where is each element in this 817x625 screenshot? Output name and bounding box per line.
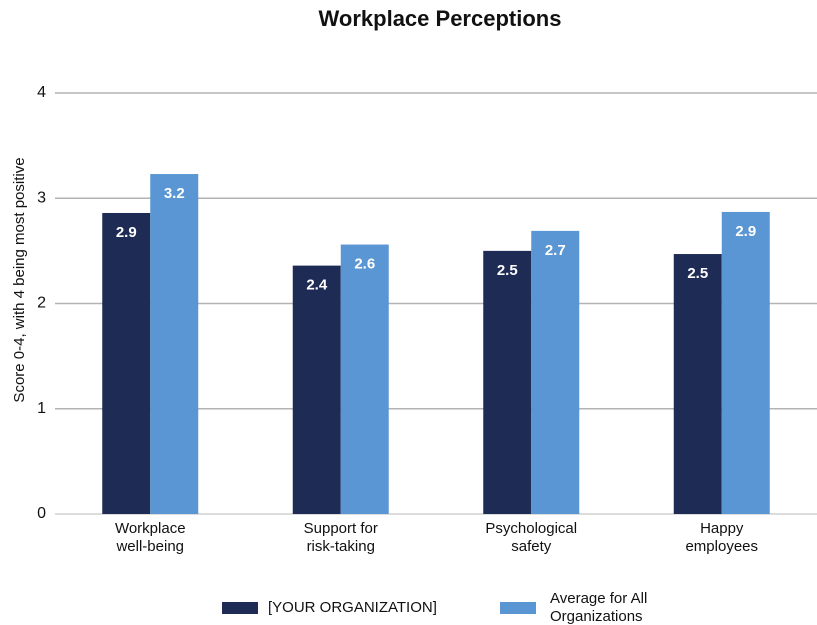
chart-title: Workplace Perceptions — [319, 6, 562, 31]
y-tick-label: 2 — [37, 295, 46, 312]
legend-label: Average for All Organizations — [550, 590, 647, 625]
bar — [102, 212, 151, 515]
y-tick-label: 4 — [37, 84, 46, 101]
bar — [292, 265, 341, 514]
bar — [340, 244, 389, 514]
y-tick-label: 1 — [37, 400, 46, 417]
value-label: 2.4 — [306, 277, 328, 294]
value-label: 3.2 — [164, 185, 185, 202]
bar — [531, 230, 580, 514]
value-label: 2.6 — [354, 256, 375, 273]
y-axis-label: Score 0-4, with 4 being most positive — [11, 157, 28, 402]
legend-label: [YOUR ORGANIZATION] — [268, 599, 437, 616]
x-tick-label: Psychological safety — [485, 520, 577, 555]
bar — [673, 254, 722, 514]
bar — [721, 211, 770, 514]
value-label: 2.7 — [545, 242, 566, 259]
legend-swatch — [222, 602, 258, 614]
x-tick-label: Workplace well-being — [115, 520, 186, 555]
y-tick-label: 0 — [37, 505, 46, 522]
bar — [483, 250, 532, 514]
y-tick-label: 3 — [37, 189, 46, 206]
x-tick-label: Support for risk-taking — [304, 520, 378, 555]
bar — [150, 174, 199, 515]
value-label: 2.5 — [687, 265, 708, 282]
value-label: 2.9 — [116, 224, 137, 241]
value-label: 2.5 — [497, 262, 518, 279]
x-tick-label: Happy employees — [685, 520, 758, 555]
value-label: 2.9 — [735, 223, 756, 240]
legend-swatch — [500, 602, 536, 614]
